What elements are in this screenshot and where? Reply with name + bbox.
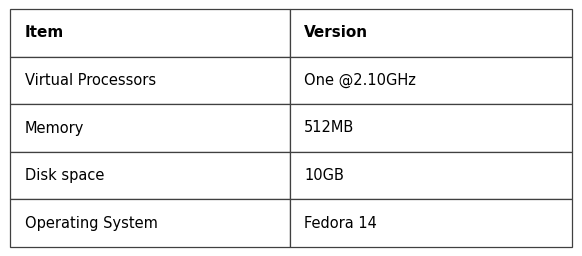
Bar: [290, 152, 572, 199]
Text: Item: Item: [25, 25, 64, 40]
Bar: [290, 104, 572, 152]
Bar: [290, 57, 572, 104]
Text: Memory: Memory: [25, 121, 84, 135]
Bar: [290, 9, 572, 57]
Text: Version: Version: [304, 25, 368, 40]
Text: Fedora 14: Fedora 14: [304, 216, 377, 231]
Bar: [290, 199, 572, 247]
Text: One @2.10GHz: One @2.10GHz: [304, 73, 416, 88]
Text: Operating System: Operating System: [25, 216, 158, 231]
Bar: [10, 152, 290, 199]
Bar: [10, 199, 290, 247]
Text: Disk space: Disk space: [25, 168, 104, 183]
Bar: [10, 104, 290, 152]
Text: Virtual Processors: Virtual Processors: [25, 73, 156, 88]
Bar: [10, 57, 290, 104]
Text: 512MB: 512MB: [304, 121, 354, 135]
Text: 10GB: 10GB: [304, 168, 344, 183]
Bar: [10, 9, 290, 57]
